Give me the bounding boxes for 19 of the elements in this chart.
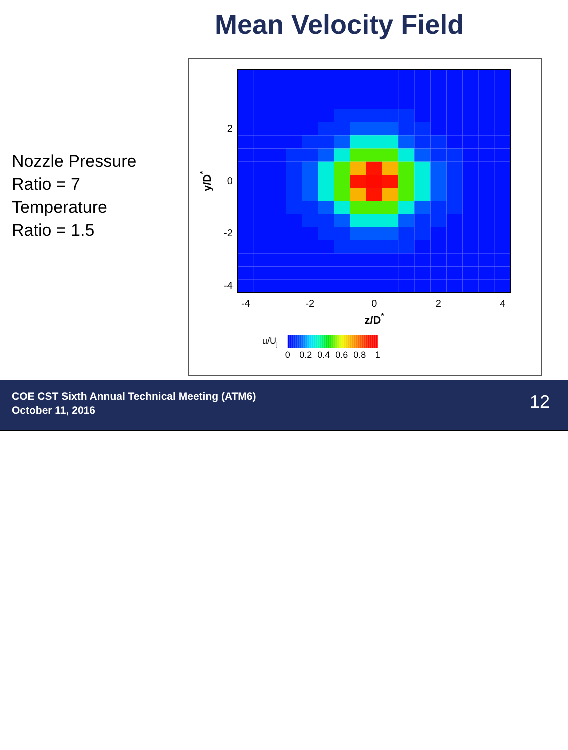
text: 12 xyxy=(530,392,550,413)
y-tick-label: -2 xyxy=(224,228,234,240)
x-tick-label: 2 xyxy=(436,298,442,310)
color-bar-label: 0.2 xyxy=(300,350,312,360)
chart-title: Mean Velocity Field xyxy=(215,10,464,41)
color-bar-label: 0.4 xyxy=(318,350,330,360)
text: COE CST Sixth Annual Technical Meeting (ATM6) October 11, 2016 xyxy=(12,390,256,418)
text: Nozzle Pressure Ratio = 7 Temperature Ratio = 1.5 xyxy=(12,151,137,242)
y-tick-label: 0 xyxy=(227,176,234,188)
x-tick-label: 0 xyxy=(372,298,378,310)
y-tick-label: -4 xyxy=(224,281,234,292)
color-bar-label: 0.8 xyxy=(354,350,366,360)
color-bar-label: 1 xyxy=(375,350,380,360)
color-bar-label: 0.6 xyxy=(336,350,348,360)
x-tick-label: -4 xyxy=(241,298,251,310)
y-tick-label: 2 xyxy=(227,124,234,135)
color-bar-label: 0 xyxy=(285,350,290,360)
x-tick-label: 4 xyxy=(500,298,506,310)
x-tick-label: -2 xyxy=(306,298,316,310)
